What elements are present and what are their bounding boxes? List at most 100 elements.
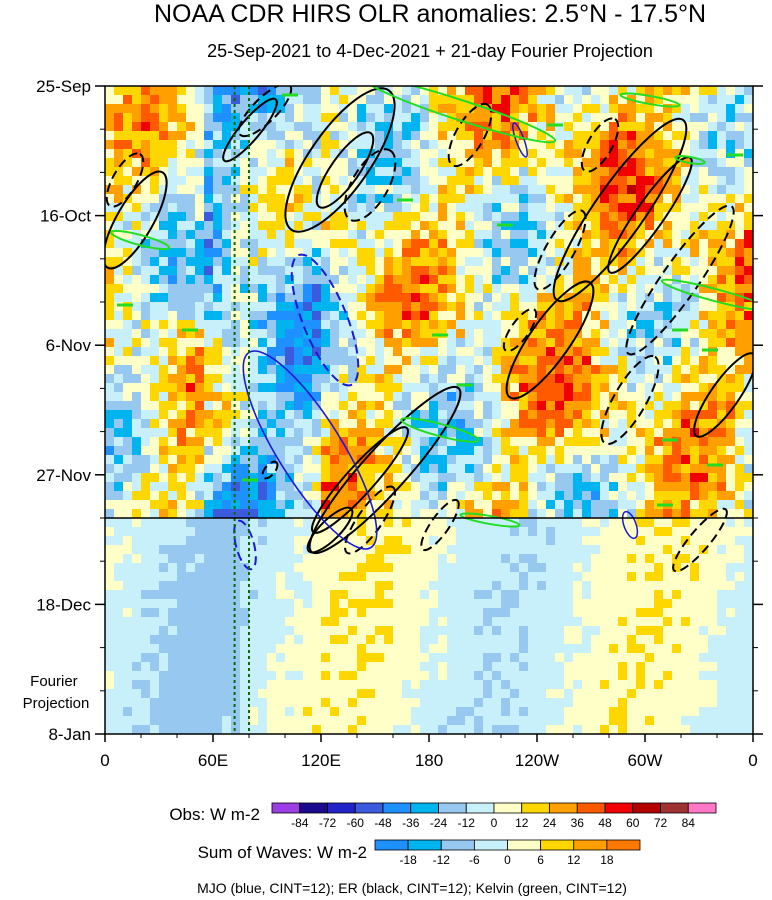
field-cell	[402, 221, 412, 231]
field-cell	[240, 644, 250, 654]
field-cell	[744, 95, 753, 105]
field-cell	[456, 491, 466, 501]
field-cell	[105, 410, 115, 420]
field-cell	[726, 635, 736, 645]
field-cell	[519, 464, 529, 474]
field-cell	[186, 644, 196, 654]
field-cell	[168, 617, 178, 627]
field-cell	[384, 185, 394, 195]
field-cell	[600, 446, 610, 456]
field-cell	[483, 563, 493, 573]
field-cell	[366, 374, 376, 384]
field-cell	[303, 707, 313, 717]
field-cell	[276, 689, 286, 699]
field-cell	[375, 365, 385, 375]
field-cell	[438, 635, 448, 645]
field-cell	[330, 239, 340, 249]
field-cell	[654, 104, 664, 114]
field-cell	[681, 437, 691, 447]
field-cell	[285, 491, 295, 501]
field-cell	[744, 464, 753, 474]
field-cell	[672, 302, 682, 312]
field-cell	[186, 437, 196, 447]
field-cell	[492, 455, 502, 465]
field-cell	[375, 347, 385, 357]
field-cell	[609, 545, 619, 555]
field-cell	[294, 599, 304, 609]
field-cell	[708, 149, 718, 159]
field-cell	[609, 167, 619, 177]
field-cell	[312, 464, 322, 474]
field-cell	[231, 167, 241, 177]
field-cell	[258, 320, 268, 330]
field-cell	[582, 374, 592, 384]
field-cell	[528, 563, 538, 573]
field-cell	[258, 104, 268, 114]
field-cell	[636, 608, 646, 618]
field-cell	[663, 572, 673, 582]
field-cell	[645, 617, 655, 627]
field-cell	[492, 257, 502, 267]
field-cell	[537, 437, 547, 447]
field-cell	[339, 698, 349, 708]
field-cell	[528, 437, 538, 447]
field-cell	[744, 302, 753, 312]
field-cell	[384, 698, 394, 708]
field-cell	[438, 482, 448, 492]
field-cell	[366, 383, 376, 393]
field-cell	[609, 113, 619, 123]
field-cell	[699, 428, 709, 438]
field-cell	[501, 446, 511, 456]
field-cell	[600, 95, 610, 105]
field-cell	[564, 653, 574, 663]
field-cell	[663, 311, 673, 321]
field-cell	[582, 293, 592, 303]
field-cell	[663, 347, 673, 357]
field-cell	[726, 104, 736, 114]
field-cell	[384, 266, 394, 276]
field-cell	[384, 95, 394, 105]
field-cell	[195, 554, 205, 564]
field-cell	[132, 374, 142, 384]
field-cell	[231, 635, 241, 645]
field-cell	[663, 689, 673, 699]
field-cell	[375, 266, 385, 276]
field-cell	[465, 257, 475, 267]
field-cell	[420, 293, 430, 303]
field-cell	[339, 176, 349, 186]
field-cell	[366, 653, 376, 663]
field-cell	[726, 203, 736, 213]
field-cell	[654, 122, 664, 132]
field-cell	[240, 491, 250, 501]
field-cell	[339, 131, 349, 141]
field-cell	[708, 104, 718, 114]
field-cell	[267, 581, 277, 591]
field-cell	[681, 293, 691, 303]
field-cell	[510, 572, 520, 582]
field-cell	[429, 293, 439, 303]
field-cell	[501, 149, 511, 159]
field-cell	[276, 590, 286, 600]
field-cell	[600, 347, 610, 357]
field-cell	[312, 392, 322, 402]
field-cell	[546, 689, 556, 699]
field-cell	[600, 554, 610, 564]
field-cell	[312, 239, 322, 249]
field-cell	[708, 689, 718, 699]
field-cell	[285, 392, 295, 402]
field-cell	[222, 320, 232, 330]
field-cell	[537, 482, 547, 492]
field-cell	[285, 698, 295, 708]
field-cell	[303, 320, 313, 330]
field-cell	[681, 599, 691, 609]
field-cell	[591, 599, 601, 609]
field-cell	[357, 662, 367, 672]
field-cell	[429, 545, 439, 555]
field-cell	[699, 113, 709, 123]
field-cell	[591, 86, 601, 96]
field-cell	[204, 401, 214, 411]
field-cell	[384, 545, 394, 555]
field-cell	[474, 644, 484, 654]
field-cell	[375, 239, 385, 249]
field-cell	[510, 329, 520, 339]
